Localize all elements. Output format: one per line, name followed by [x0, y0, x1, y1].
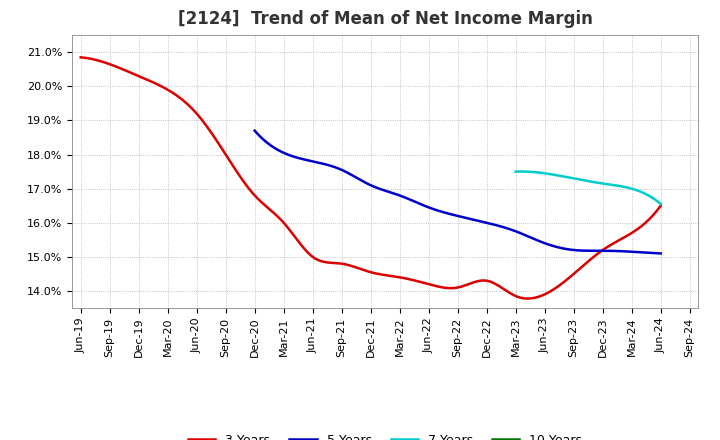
7 Years — [511, 169, 520, 174]
7 Years — [598, 181, 606, 186]
Legend: 3 Years, 5 Years, 7 Years, 10 Years: 3 Years, 5 Years, 7 Years, 10 Years — [183, 429, 588, 440]
5 Years — [251, 128, 259, 133]
7 Years — [643, 192, 652, 198]
3 Years — [604, 244, 613, 249]
3 Years — [76, 55, 85, 60]
7 Years — [634, 188, 643, 194]
5 Years — [593, 248, 601, 253]
5 Years — [499, 224, 508, 230]
Line: 3 Years: 3 Years — [81, 57, 661, 299]
7 Years — [600, 181, 609, 187]
3 Years — [422, 281, 431, 286]
3 Years — [420, 280, 428, 286]
Title: [2124]  Trend of Mean of Net Income Margin: [2124] Trend of Mean of Net Income Margi… — [178, 10, 593, 28]
7 Years — [598, 181, 607, 186]
Line: 7 Years: 7 Years — [516, 172, 661, 204]
Line: 5 Years: 5 Years — [255, 131, 661, 253]
5 Years — [491, 222, 500, 227]
3 Years — [657, 203, 665, 209]
7 Years — [517, 169, 526, 174]
5 Years — [252, 130, 261, 135]
5 Years — [492, 223, 500, 228]
3 Years — [431, 283, 440, 289]
5 Years — [618, 249, 627, 254]
3 Years — [78, 55, 87, 60]
7 Years — [512, 169, 521, 174]
5 Years — [657, 251, 665, 256]
7 Years — [657, 202, 665, 207]
3 Years — [567, 273, 576, 279]
3 Years — [523, 296, 531, 301]
